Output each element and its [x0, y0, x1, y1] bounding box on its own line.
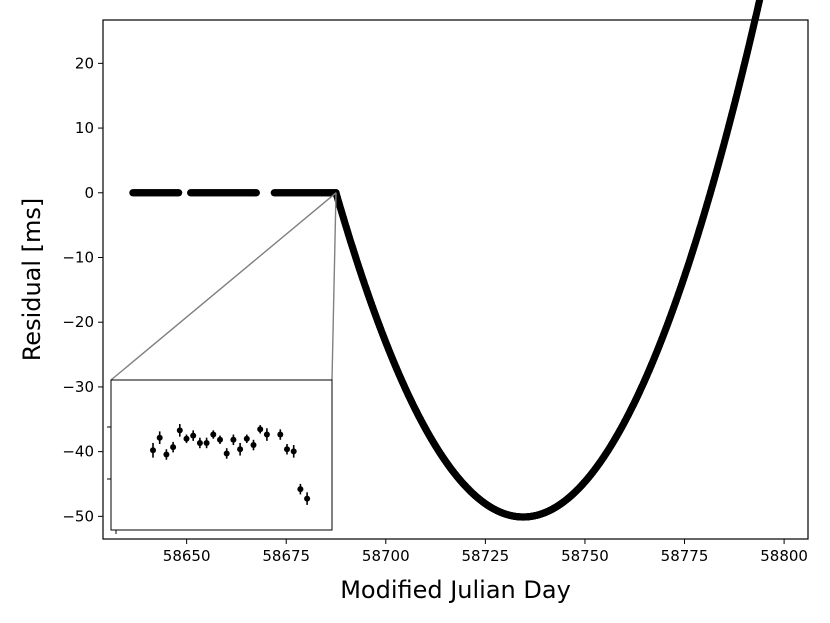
inset-data-point: [257, 426, 264, 433]
inset-data-point: [297, 486, 304, 493]
inset-data-point: [176, 427, 183, 434]
x-tick-label: 58750: [561, 547, 609, 565]
x-tick-label: 58725: [462, 547, 510, 565]
inset-data-point: [170, 444, 177, 451]
y-tick-label: −10: [62, 248, 94, 266]
inset-connector-line: [110, 192, 337, 381]
inset-data-point: [250, 442, 257, 449]
x-tick-label: 58650: [163, 547, 211, 565]
inset-data-point: [290, 448, 297, 455]
inset-data-point: [243, 435, 250, 442]
x-tick-label: 58700: [362, 547, 410, 565]
inset-data-point: [230, 436, 237, 443]
inset-data-point: [217, 436, 223, 443]
x-axis-label: Modified Julian Day: [340, 576, 571, 604]
inset-data-point: [237, 446, 244, 453]
data-point: [252, 189, 260, 197]
inset-data-point: [210, 431, 217, 438]
y-tick-label: 0: [84, 184, 94, 202]
inset-connector-line: [331, 192, 337, 381]
data-points: [129, 0, 764, 521]
inset-data-point: [156, 434, 163, 441]
inset-frame: [110, 379, 333, 531]
x-axis-ticks: 58650 58675 58700 58725 58750 58775 58800: [163, 539, 808, 565]
inset-data-point: [223, 450, 230, 457]
inset-data-point: [284, 446, 290, 453]
inset-data-point: [263, 431, 270, 438]
data-point: [756, 0, 764, 3]
x-tick-label: 58775: [661, 547, 709, 565]
y-axis-ticks: 20 10 0 −10 −20 −30 −40 −50: [62, 54, 103, 525]
inset-data-point: [190, 432, 197, 439]
x-tick-label: 58675: [262, 547, 310, 565]
y-tick-label: −50: [62, 507, 94, 525]
y-tick-label: 10: [75, 119, 94, 137]
x-tick-label: 58800: [760, 547, 808, 565]
data-point: [175, 189, 183, 197]
inset-zoom: [107, 192, 337, 534]
plot-frame: [102, 19, 809, 540]
y-axis-label: Residual [ms]: [18, 198, 46, 362]
y-tick-label: −30: [62, 378, 94, 396]
inset-data-point: [196, 439, 203, 446]
inset-data-point: [304, 495, 311, 502]
inset-data-point: [163, 451, 170, 458]
y-tick-label: −40: [62, 443, 94, 461]
inset-data-point: [277, 431, 284, 438]
inset-data-point: [150, 447, 156, 454]
inset-data-point: [183, 435, 190, 442]
y-tick-label: −20: [62, 313, 94, 331]
y-tick-label: 20: [75, 54, 94, 72]
inset-data-point: [203, 439, 210, 446]
